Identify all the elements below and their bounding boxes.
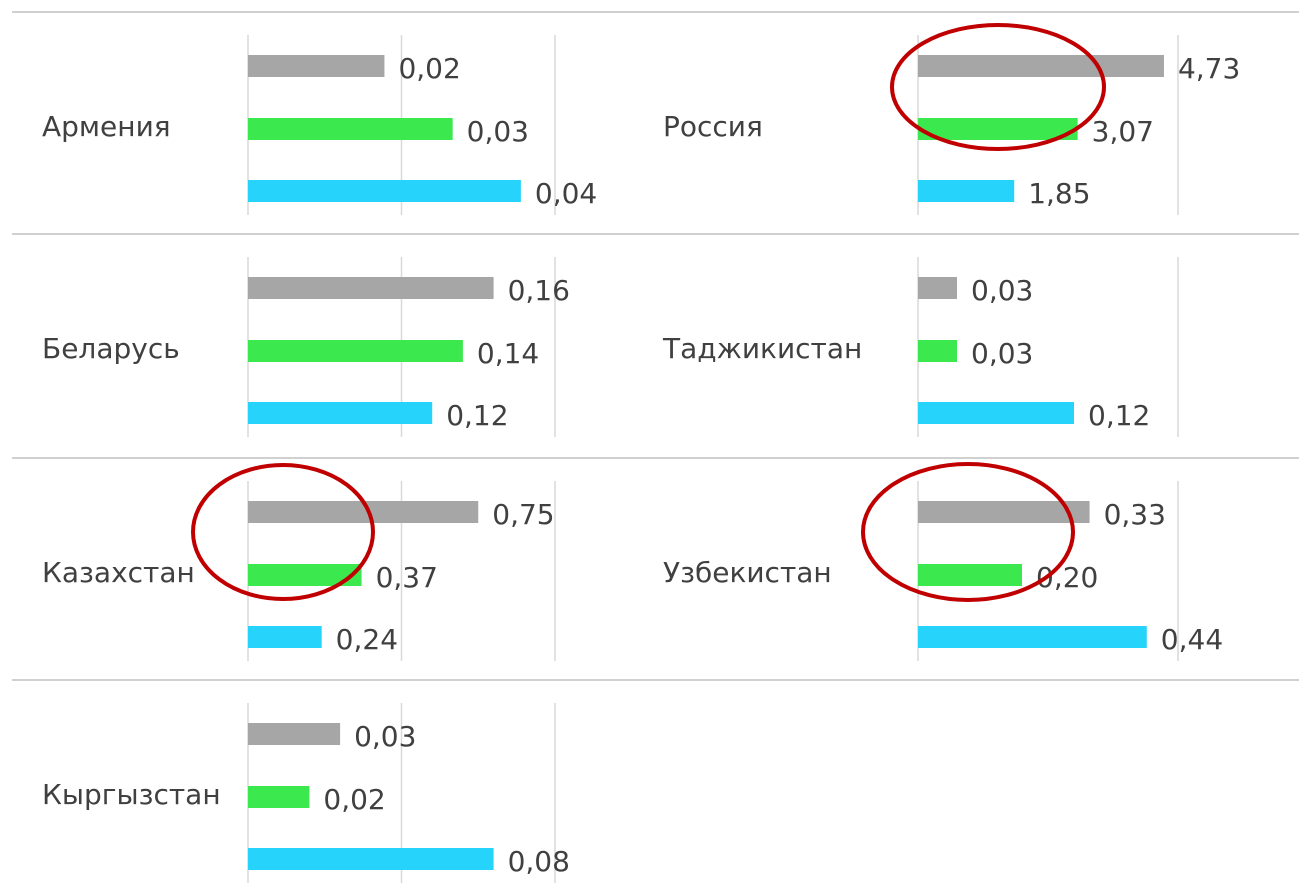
panels: Армения0,020,030,04Россия4,733,071,85Бел… bbox=[42, 35, 1240, 883]
bar bbox=[248, 277, 494, 299]
value-label: 3,07 bbox=[1092, 115, 1154, 148]
bar bbox=[918, 501, 1090, 523]
value-label: 0,12 bbox=[1088, 399, 1150, 432]
value-label: 0,33 bbox=[1104, 498, 1166, 531]
value-label: 0,03 bbox=[467, 115, 529, 148]
value-label: 0,02 bbox=[398, 52, 460, 85]
bar bbox=[248, 180, 521, 202]
panel-title: Беларусь bbox=[42, 332, 180, 365]
value-label: 0,03 bbox=[971, 337, 1033, 370]
value-label: 0,08 bbox=[508, 845, 570, 878]
panel-title: Армения bbox=[42, 110, 171, 143]
value-label: 1,85 bbox=[1028, 177, 1090, 210]
value-label: 4,73 bbox=[1178, 52, 1240, 85]
highlight-ellipse bbox=[861, 462, 1075, 602]
value-label: 0,12 bbox=[446, 399, 508, 432]
bar bbox=[248, 402, 433, 424]
bar bbox=[248, 626, 322, 648]
bar bbox=[918, 402, 1074, 424]
bar bbox=[918, 277, 957, 299]
highlight-ellipse bbox=[890, 23, 1106, 151]
bar bbox=[918, 118, 1078, 140]
value-label: 0,03 bbox=[354, 720, 416, 753]
value-label: 0,03 bbox=[971, 274, 1033, 307]
panel-title: Узбекистан bbox=[663, 556, 832, 589]
bar bbox=[248, 340, 463, 362]
value-label: 0,04 bbox=[535, 177, 597, 210]
panel-title: Россия bbox=[663, 110, 763, 143]
bar bbox=[248, 118, 453, 140]
panel-title: Казахстан bbox=[42, 556, 195, 589]
value-label: 0,14 bbox=[477, 337, 539, 370]
bar bbox=[918, 340, 957, 362]
bar bbox=[248, 564, 362, 586]
bar bbox=[918, 564, 1022, 586]
bar bbox=[248, 848, 494, 870]
value-label: 0,16 bbox=[508, 274, 570, 307]
value-label: 0,75 bbox=[492, 498, 554, 531]
bar bbox=[248, 501, 479, 523]
value-label: 0,24 bbox=[336, 623, 398, 656]
bar bbox=[248, 55, 385, 77]
bar bbox=[918, 626, 1147, 648]
annotations bbox=[191, 23, 1106, 602]
value-label: 0,37 bbox=[376, 561, 438, 594]
panel-title: Таджикистан bbox=[662, 332, 862, 365]
value-label: 0,44 bbox=[1161, 623, 1223, 656]
value-label: 0,02 bbox=[323, 783, 385, 816]
panel-title: Кыргызстан bbox=[42, 778, 221, 811]
bar bbox=[248, 786, 310, 808]
highlight-ellipse bbox=[191, 463, 375, 601]
bar bbox=[918, 55, 1164, 77]
bar bbox=[248, 723, 341, 745]
dividers bbox=[12, 11, 1299, 681]
bar bbox=[918, 180, 1015, 202]
